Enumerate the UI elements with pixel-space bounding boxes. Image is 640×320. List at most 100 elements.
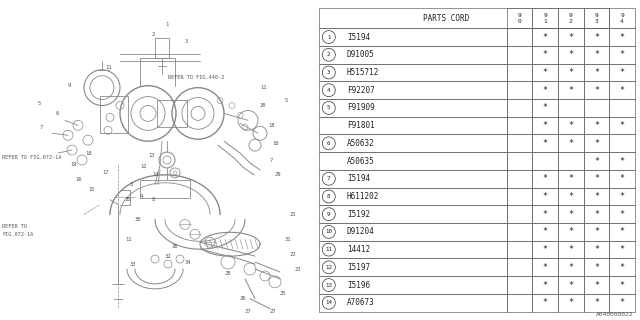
Bar — [584, 81, 609, 99]
Text: 5: 5 — [285, 98, 288, 103]
Text: *: * — [568, 174, 573, 183]
Text: *: * — [594, 174, 599, 183]
Text: 14: 14 — [152, 172, 159, 177]
Bar — [319, 8, 609, 28]
Text: I5197: I5197 — [347, 263, 370, 272]
Bar — [584, 259, 609, 276]
Bar — [319, 28, 507, 46]
Text: *: * — [620, 174, 625, 183]
Text: *: * — [620, 210, 625, 219]
Text: 30: 30 — [125, 197, 131, 202]
Bar — [609, 28, 635, 46]
Text: *: * — [568, 86, 573, 95]
Text: *: * — [594, 121, 599, 130]
Bar — [507, 117, 532, 134]
Bar — [558, 81, 584, 99]
Bar — [584, 99, 609, 117]
Bar — [609, 170, 635, 188]
Text: 3: 3 — [130, 182, 133, 187]
Bar — [507, 188, 532, 205]
Text: *: * — [568, 263, 573, 272]
Bar — [609, 276, 635, 294]
Bar — [609, 259, 635, 276]
Text: 23: 23 — [295, 267, 301, 271]
Bar — [558, 64, 584, 81]
Text: 5: 5 — [327, 105, 330, 110]
Bar — [558, 28, 584, 46]
Text: A70673: A70673 — [347, 298, 374, 307]
Text: *: * — [543, 139, 548, 148]
Text: 6: 6 — [56, 111, 60, 116]
Text: 6: 6 — [327, 141, 330, 146]
Text: *: * — [620, 68, 625, 77]
Bar — [319, 152, 507, 170]
Text: 27: 27 — [245, 309, 252, 314]
Text: 2: 2 — [152, 32, 156, 37]
Bar — [532, 294, 558, 312]
Text: 26: 26 — [240, 296, 246, 301]
Bar — [558, 276, 584, 294]
Bar — [532, 170, 558, 188]
Text: H515712: H515712 — [347, 68, 379, 77]
Text: 13: 13 — [148, 153, 154, 157]
Text: REFER TO FIG.072-1A: REFER TO FIG.072-1A — [2, 155, 61, 160]
Bar — [319, 134, 507, 152]
Bar — [609, 8, 635, 28]
Text: *: * — [543, 33, 548, 42]
Text: 13: 13 — [325, 283, 332, 288]
Bar — [609, 99, 635, 117]
Bar — [532, 81, 558, 99]
Bar — [319, 205, 507, 223]
Text: PARTS CORD: PARTS CORD — [423, 14, 469, 23]
Text: *: * — [594, 156, 599, 165]
Bar — [507, 134, 532, 152]
Text: 9
3: 9 3 — [595, 13, 598, 24]
Bar — [609, 152, 635, 170]
Text: *: * — [594, 245, 599, 254]
Bar — [319, 223, 507, 241]
Bar — [319, 259, 507, 276]
Text: *: * — [620, 263, 625, 272]
Bar — [532, 28, 558, 46]
Text: 12: 12 — [140, 164, 147, 169]
Bar — [558, 8, 584, 28]
Text: 7: 7 — [270, 157, 273, 163]
Bar — [507, 64, 532, 81]
Bar — [584, 46, 609, 64]
Bar — [558, 134, 584, 152]
Text: 33: 33 — [130, 261, 136, 267]
Text: *: * — [568, 228, 573, 236]
Bar — [507, 81, 532, 99]
Text: I5194: I5194 — [347, 33, 370, 42]
Bar — [609, 117, 635, 134]
Text: D91005: D91005 — [347, 50, 374, 59]
Bar — [319, 170, 507, 188]
Bar — [558, 205, 584, 223]
Text: *: * — [543, 245, 548, 254]
Text: *: * — [594, 210, 599, 219]
Text: *: * — [620, 50, 625, 59]
Text: F91801: F91801 — [347, 121, 374, 130]
Text: 22: 22 — [290, 252, 296, 257]
Bar — [507, 294, 532, 312]
Text: *: * — [594, 86, 599, 95]
Bar — [584, 64, 609, 81]
Bar — [532, 8, 558, 28]
Text: *: * — [543, 263, 548, 272]
Bar — [609, 223, 635, 241]
Text: 3: 3 — [327, 70, 330, 75]
Bar — [319, 294, 507, 312]
Text: *: * — [568, 139, 573, 148]
Text: *: * — [620, 121, 625, 130]
Text: I5196: I5196 — [347, 281, 370, 290]
Bar — [532, 276, 558, 294]
Text: 14: 14 — [325, 300, 332, 305]
Text: 10: 10 — [325, 229, 332, 235]
Text: 10: 10 — [272, 141, 278, 146]
Text: 28: 28 — [225, 271, 232, 276]
Text: 11: 11 — [260, 85, 266, 90]
Text: A50635: A50635 — [347, 156, 374, 165]
Text: A040000022: A040000022 — [596, 312, 634, 317]
Text: *: * — [594, 281, 599, 290]
Text: 32: 32 — [165, 254, 172, 259]
